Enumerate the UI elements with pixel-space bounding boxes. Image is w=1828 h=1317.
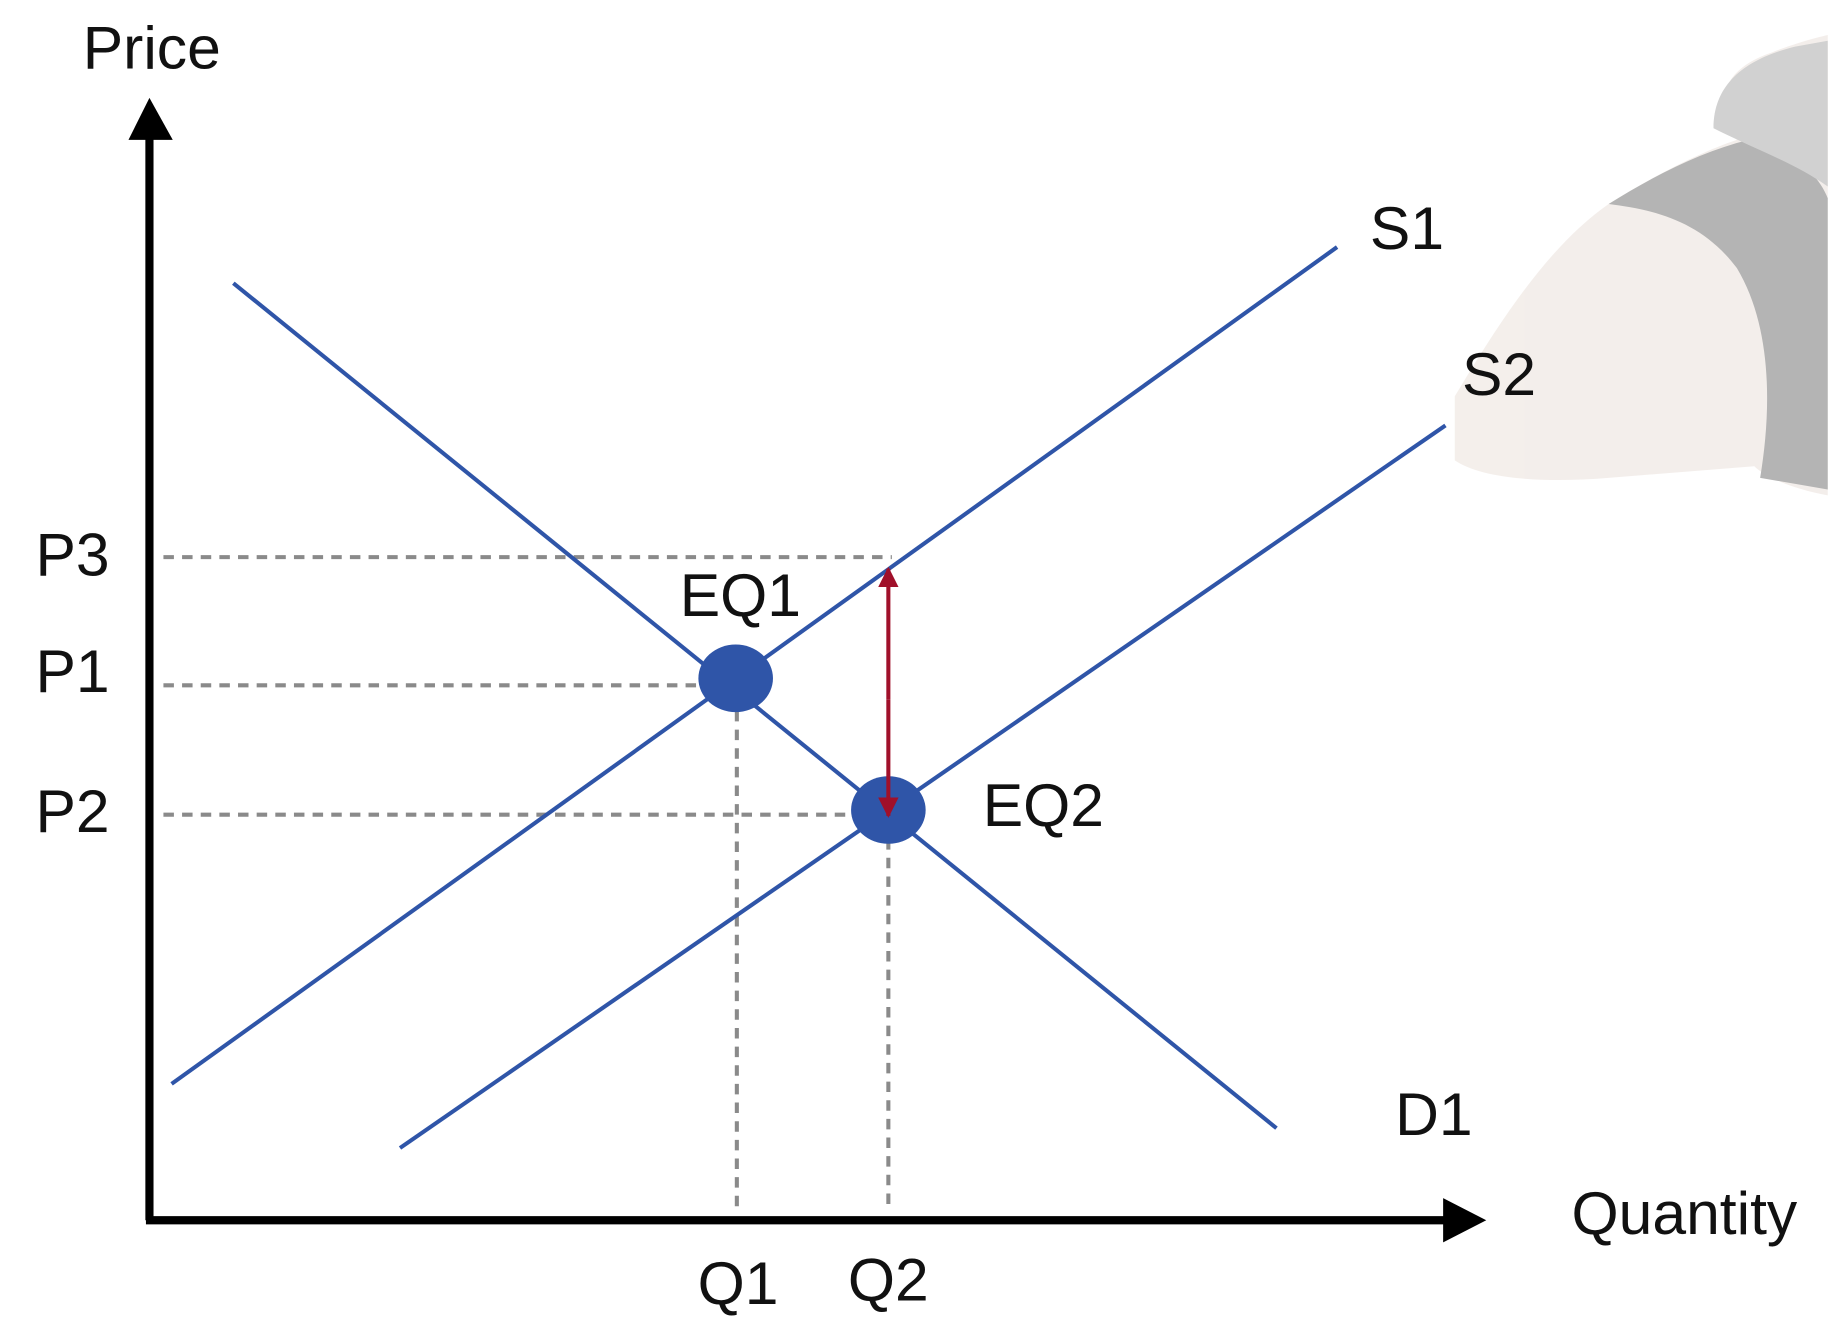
equilibrium-point <box>698 644 773 713</box>
equilibrium-label: EQ1 <box>680 561 801 629</box>
quantity-label: Q1 <box>698 1249 779 1317</box>
x-axis-label: Quantity <box>1572 1179 1798 1247</box>
background-figure <box>1454 34 1828 496</box>
x-axis-arrow <box>1443 1198 1487 1243</box>
equilibrium-label: EQ2 <box>983 771 1104 839</box>
price-label: P3 <box>35 520 109 588</box>
y-axis-label: Price <box>83 13 221 81</box>
quantity-label: Q2 <box>848 1245 929 1313</box>
price-label: P2 <box>35 777 109 845</box>
curve-label: S2 <box>1462 340 1536 408</box>
curve-label: D1 <box>1395 1080 1472 1148</box>
curve-label: S1 <box>1370 194 1444 262</box>
supply-curve-2 <box>398 423 1447 1150</box>
y-axis-arrow <box>128 97 173 140</box>
price-label: P1 <box>35 637 109 705</box>
